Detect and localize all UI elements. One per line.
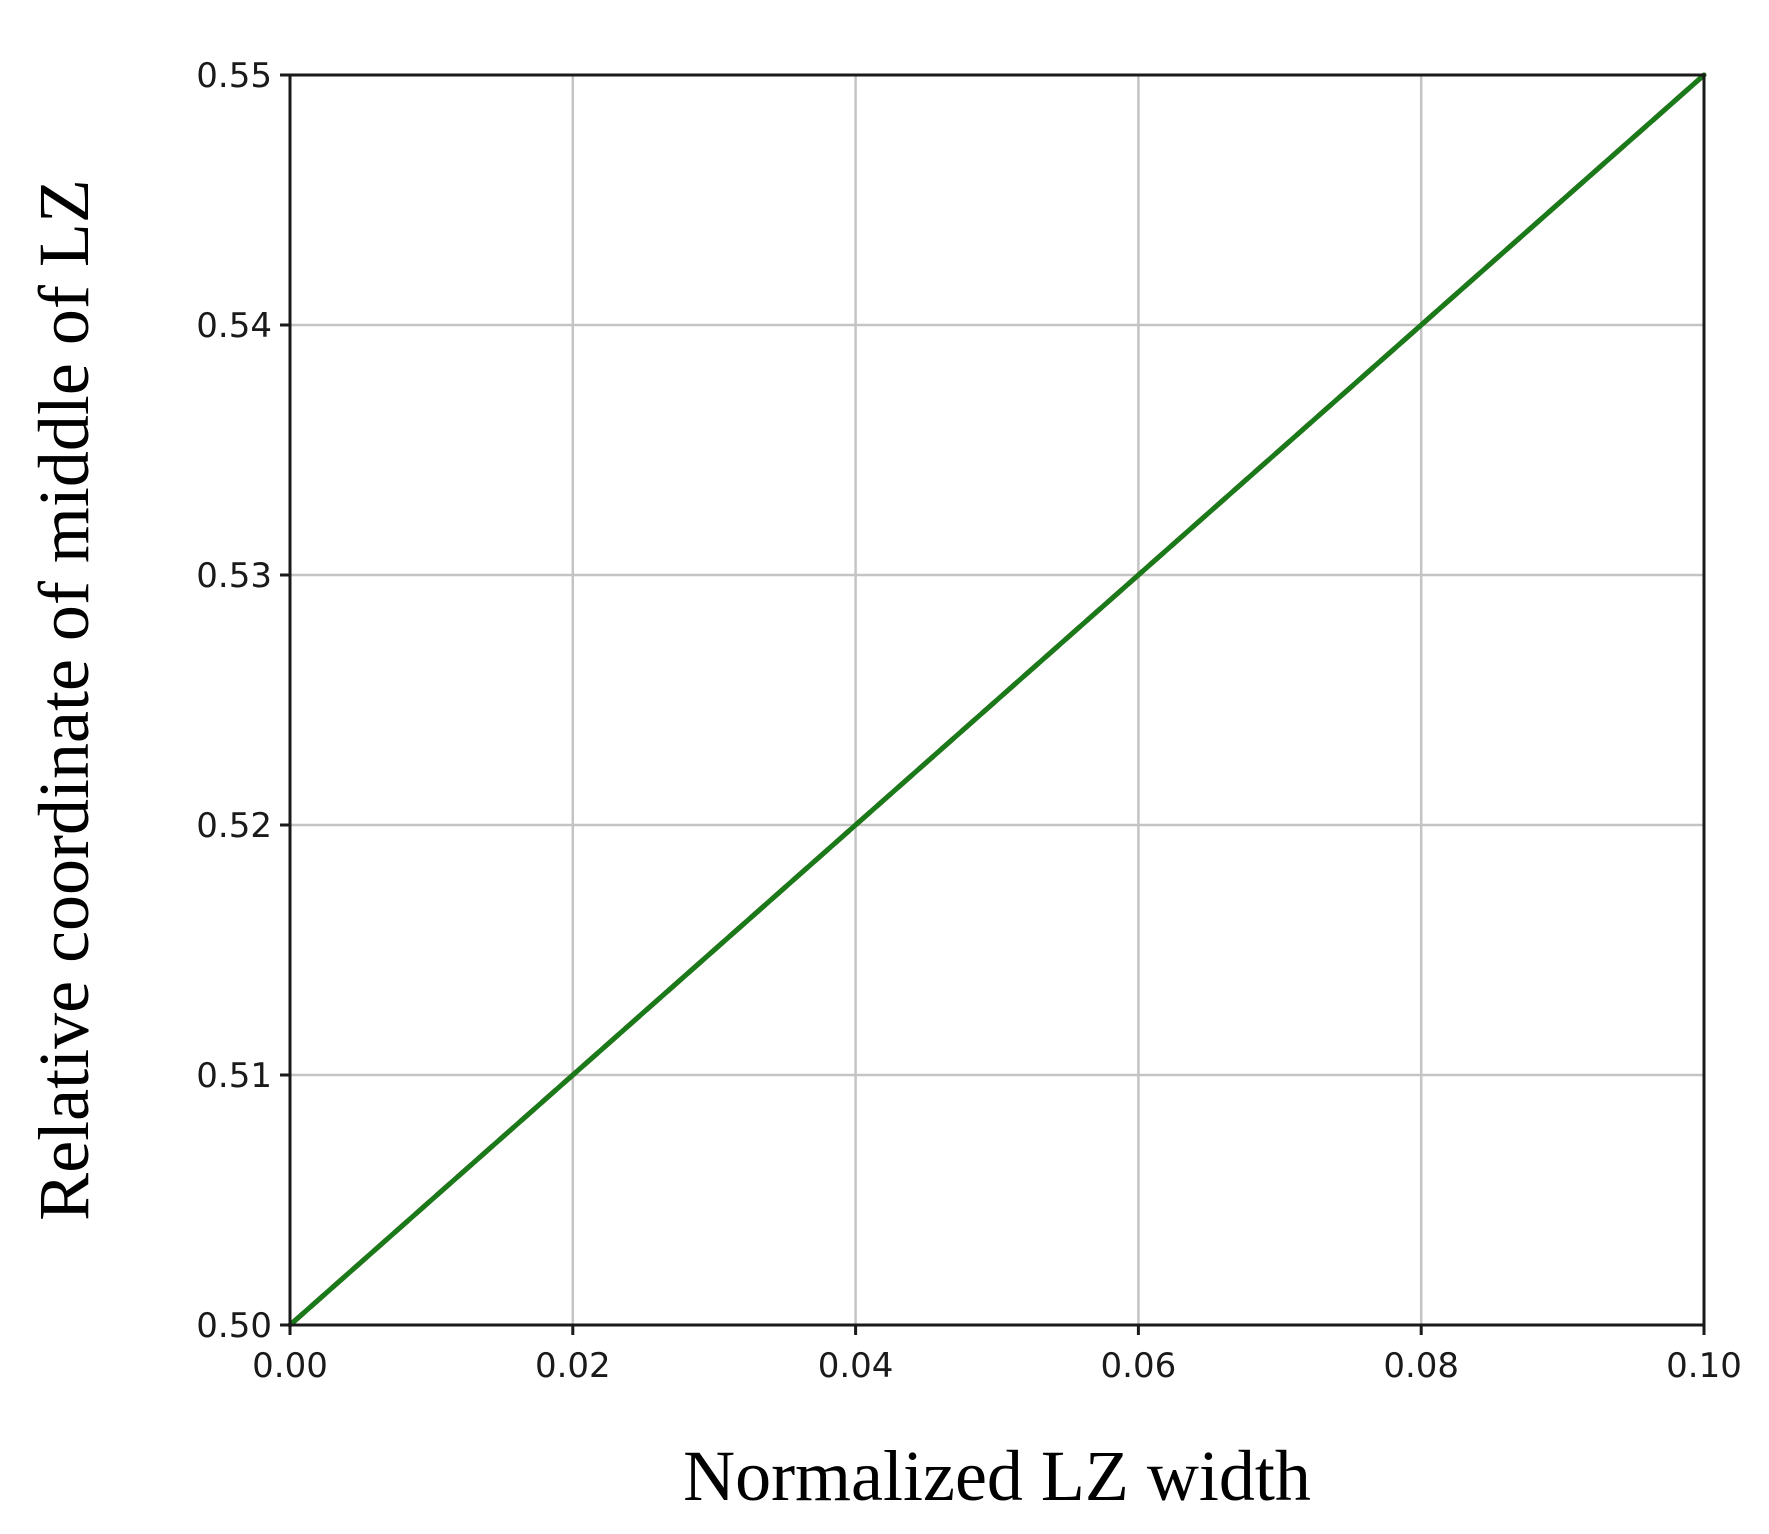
x-tick-label: 0.08 [1383, 1346, 1459, 1386]
y-tick-label: 0.50 [196, 1306, 272, 1346]
series-line-1 [287, 72, 1707, 1328]
y-tick-label: 0.51 [196, 1056, 272, 1096]
x-axis-label: Normalized LZ width [683, 1436, 1311, 1516]
x-tick-label: 0.04 [818, 1346, 894, 1386]
x-tick-label: 0.00 [252, 1346, 328, 1386]
x-tick-label: 0.06 [1101, 1346, 1177, 1386]
x-tick-label: 0.02 [535, 1346, 611, 1386]
series-layer [287, 72, 1707, 1328]
plot-frame [288, 73, 1706, 1327]
y-tick-label: 0.53 [196, 556, 272, 596]
x-tick-label: 0.10 [1666, 1346, 1742, 1386]
y-tick-label: 0.55 [196, 56, 272, 96]
y-tick-label: 0.54 [196, 306, 272, 346]
y-axis-label: Relative coordinate of middle of LZ [24, 179, 104, 1221]
ticks: 0.00 0.02 0.04 0.06 0.08 0.10 0.50 0.51 0.52 0.53… [196, 56, 1742, 1386]
y-tick-label: 0.52 [196, 806, 272, 846]
